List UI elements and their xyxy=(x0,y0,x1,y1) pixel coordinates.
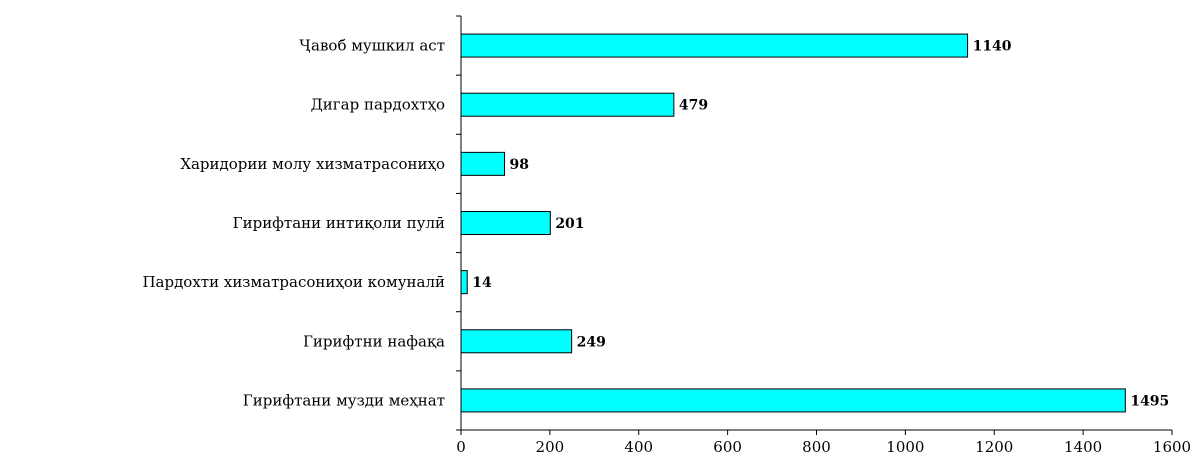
category-label: Дигар пардохтҳо xyxy=(311,96,445,114)
x-tick-label: 0 xyxy=(456,438,466,456)
bars xyxy=(460,33,1126,413)
x-axis-ticks: 0 200 400 600 800 1000 1200 1400 1600 xyxy=(456,430,1191,456)
category-label: Гирифтани музди меҳнат xyxy=(243,391,445,409)
data-label: 1495 xyxy=(1130,393,1169,409)
bar xyxy=(460,270,468,295)
category-label: Пардохти хизматрасониҳои комуналӣ xyxy=(142,273,445,291)
category-label: Гирифтани интиқоли пулӣ xyxy=(233,214,445,232)
bar xyxy=(460,151,506,176)
data-label: 249 xyxy=(577,334,606,350)
data-label: 201 xyxy=(555,216,584,232)
bar xyxy=(460,33,969,58)
x-tick-label: 1000 xyxy=(886,438,924,456)
bar xyxy=(460,329,573,354)
bar xyxy=(460,92,675,117)
data-labels: 1140 479 98 201 14 249 1495 xyxy=(472,39,1169,410)
x-tick-label: 600 xyxy=(713,438,742,456)
x-tick-label: 400 xyxy=(624,438,653,456)
x-tick-label: 1400 xyxy=(1064,438,1102,456)
x-tick-label: 1600 xyxy=(1153,438,1191,456)
data-label: 1140 xyxy=(973,39,1012,55)
category-label: Гирифтни нафақа xyxy=(303,332,445,350)
data-label: 479 xyxy=(679,98,708,114)
data-label: 98 xyxy=(510,157,529,173)
data-label: 14 xyxy=(472,275,492,291)
category-labels: Ҷавоб мушкил аст Дигар пардохтҳо Харидории… xyxy=(142,37,445,410)
bar xyxy=(460,388,1126,413)
bar xyxy=(460,211,551,235)
category-label: Харидории молу хизматрасониҳо xyxy=(180,155,445,173)
x-tick-label: 200 xyxy=(536,438,565,456)
category-label: Ҷавоб мушкил аст xyxy=(299,37,445,55)
x-tick-label: 1200 xyxy=(975,438,1013,456)
x-tick-label: 800 xyxy=(802,438,831,456)
